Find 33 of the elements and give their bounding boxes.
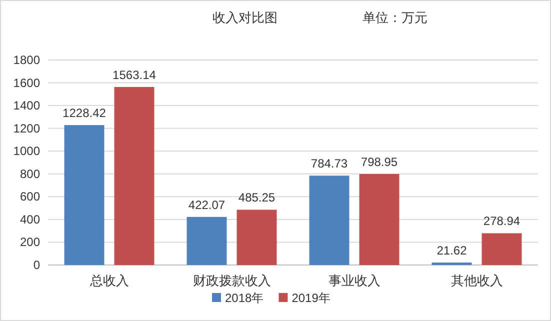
bar — [309, 176, 350, 265]
y-tick-label: 1200 — [13, 121, 40, 136]
bar — [186, 216, 227, 265]
chart-title: 收入对比图 — [212, 10, 278, 25]
legend-label: 2019年 — [292, 291, 330, 305]
data-label: 278.94 — [483, 214, 520, 228]
bar — [114, 86, 154, 265]
text: 单位：万元 — [362, 10, 428, 25]
y-tick-label: 0 — [33, 258, 40, 272]
y-tick-label: 1600 — [13, 76, 40, 90]
x-tick-label: 财政拨款收入 — [192, 273, 271, 288]
data-label: 1563.14 — [112, 68, 156, 82]
bar — [64, 125, 104, 265]
data-label: 21.62 — [436, 244, 468, 258]
bar — [359, 174, 400, 265]
bar — [482, 233, 522, 265]
x-tick-label: 总收入 — [88, 273, 129, 288]
legend-label: 2018年 — [225, 291, 264, 305]
bar — [236, 210, 277, 265]
y-tick-label: 600 — [20, 190, 40, 204]
y-tick-label: 1800 — [13, 53, 40, 67]
data-label: 798.95 — [360, 155, 398, 170]
x-tick-label: 其他收入 — [450, 273, 503, 288]
y-tick-label: 1000 — [13, 144, 40, 158]
data-label: 485.25 — [238, 190, 276, 205]
y-tick-label: 800 — [20, 166, 40, 181]
data-label: 422.07 — [188, 198, 226, 212]
data-label: 1228.42 — [62, 106, 106, 120]
y-tick-label: 200 — [20, 235, 40, 250]
y-tick-label: 400 — [20, 212, 40, 226]
x-tick-label: 事业收入 — [328, 273, 380, 288]
data-label: 784.73 — [310, 156, 348, 171]
y-tick-label: 1400 — [13, 98, 40, 113]
